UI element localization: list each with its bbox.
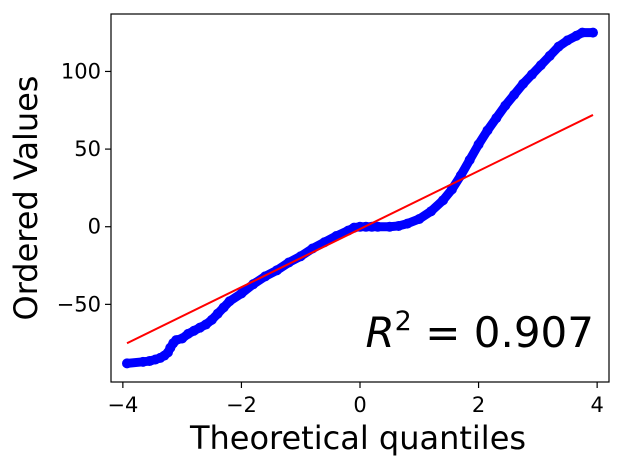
data-point (414, 213, 425, 224)
data-point (587, 27, 598, 38)
data-point (224, 296, 235, 307)
x-axis-title: Theoretical quantiles (189, 419, 526, 457)
data-point (393, 220, 404, 231)
data-point (372, 221, 383, 232)
x-tick-label: −4 (107, 393, 138, 417)
fit-line (126, 114, 594, 345)
r-value: = 0.907 (412, 308, 594, 357)
data-point (518, 78, 529, 89)
r-symbol: R (365, 308, 394, 357)
data-point (426, 206, 437, 217)
data-point (122, 358, 133, 369)
data-point (491, 113, 502, 124)
data-point (206, 314, 217, 325)
y-tick-label: 0 (88, 215, 101, 239)
data-point (526, 69, 537, 80)
data-point (218, 302, 229, 313)
y-tick-label: 100 (61, 59, 101, 83)
data-point (446, 184, 457, 195)
y-tick-label: 50 (74, 137, 101, 161)
data-point (553, 41, 564, 52)
data-point (212, 308, 223, 319)
data-point (402, 218, 413, 229)
data-point (438, 195, 448, 206)
r-squared-annotation: R2 = 0.907 (365, 306, 594, 357)
y-tick-label: −50 (57, 292, 101, 316)
plot-area (122, 27, 598, 369)
x-axis-ticks: −4 −2 0 2 4 (107, 382, 604, 417)
data-point (384, 221, 395, 232)
y-axis-title: Ordered Values (7, 76, 45, 321)
data-point (544, 50, 555, 61)
data-point (509, 89, 520, 100)
x-tick-label: 0 (353, 393, 366, 417)
data-point (482, 125, 493, 136)
data-point (562, 35, 573, 46)
data-point (535, 60, 546, 71)
data-point (500, 100, 511, 111)
data-point (464, 154, 475, 165)
data-point (577, 27, 588, 38)
x-tick-label: 2 (472, 393, 485, 417)
r-exponent: 2 (395, 306, 412, 337)
x-tick-label: −2 (226, 393, 257, 417)
x-tick-label: 4 (590, 393, 603, 417)
data-point (473, 139, 484, 150)
data-point (236, 288, 247, 299)
y-axis-ticks: −50 0 50 100 (57, 59, 111, 316)
